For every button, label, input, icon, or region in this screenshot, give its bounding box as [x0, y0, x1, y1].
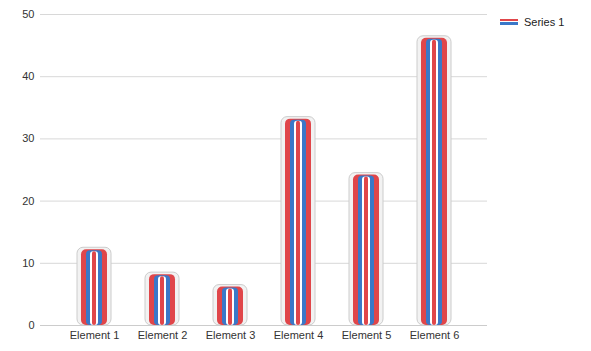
svg-text:0: 0 — [28, 319, 34, 331]
svg-text:Element 4: Element 4 — [274, 329, 324, 341]
svg-text:Element 6: Element 6 — [410, 329, 460, 341]
svg-text:Element 1: Element 1 — [70, 329, 120, 341]
svg-text:Element 3: Element 3 — [206, 329, 256, 341]
svg-text:40: 40 — [22, 70, 34, 82]
svg-text:30: 30 — [22, 132, 34, 144]
svg-text:10: 10 — [22, 257, 34, 269]
svg-text:Element 5: Element 5 — [342, 329, 392, 341]
svg-text:50: 50 — [22, 8, 34, 20]
html-text:Series 1: Series 1 — [524, 16, 565, 28]
svg-text:Element 2: Element 2 — [138, 329, 188, 341]
svg-text:20: 20 — [22, 195, 34, 207]
